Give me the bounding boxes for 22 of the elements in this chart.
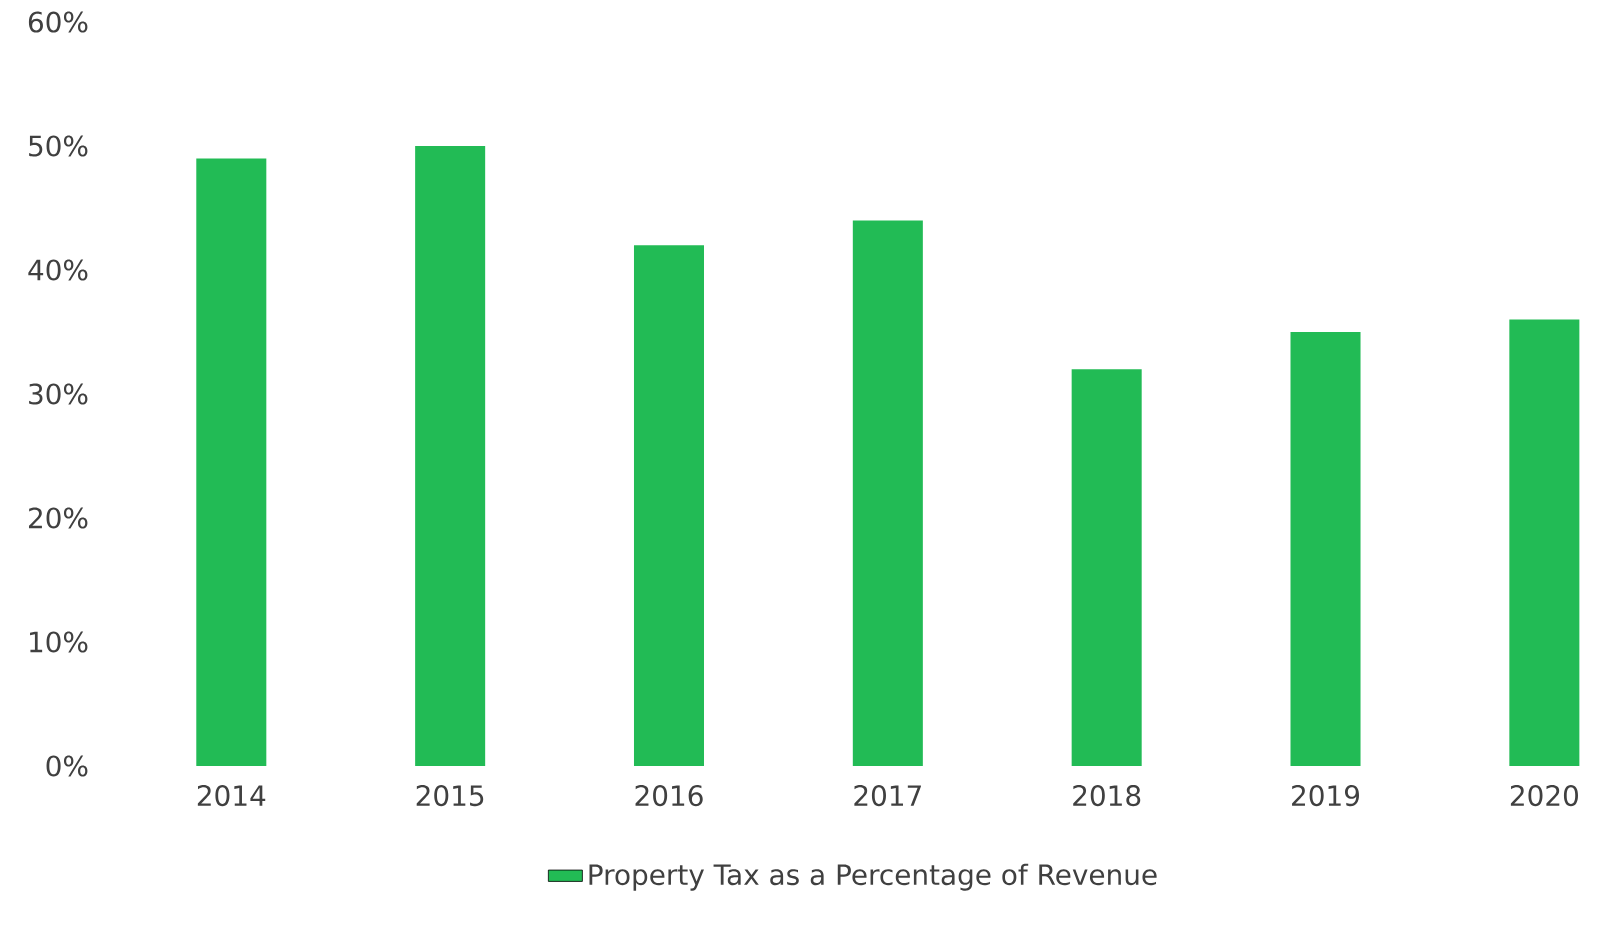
y-tick-label: 30% xyxy=(29,383,88,405)
y-tick-label: 40% xyxy=(28,259,88,281)
y-tick-label: 50% xyxy=(29,135,88,157)
legend-label: Property Tax as a Percentage of Revenue xyxy=(589,863,1157,891)
bar xyxy=(852,220,923,766)
x-tick-label: 2020 xyxy=(1510,785,1578,807)
bar xyxy=(196,158,267,766)
x-tick-label: 2015 xyxy=(416,785,484,807)
bar xyxy=(415,146,486,766)
x-tick-label: 2019 xyxy=(1292,785,1360,807)
y-tick-label: 0% xyxy=(46,755,88,777)
x-tick-label: 2018 xyxy=(1073,785,1141,807)
bar xyxy=(1509,319,1580,766)
bar xyxy=(1071,369,1142,766)
y-tick-label: 20% xyxy=(28,507,88,529)
x-tick-label: 2017 xyxy=(854,785,921,807)
x-tick-label: 2014 xyxy=(197,785,266,807)
bar xyxy=(633,245,704,766)
y-tick-label: 60% xyxy=(28,11,88,33)
x-tick-label: 2016 xyxy=(635,785,703,807)
bar xyxy=(1290,332,1361,766)
y-tick-label: 10% xyxy=(30,631,88,653)
